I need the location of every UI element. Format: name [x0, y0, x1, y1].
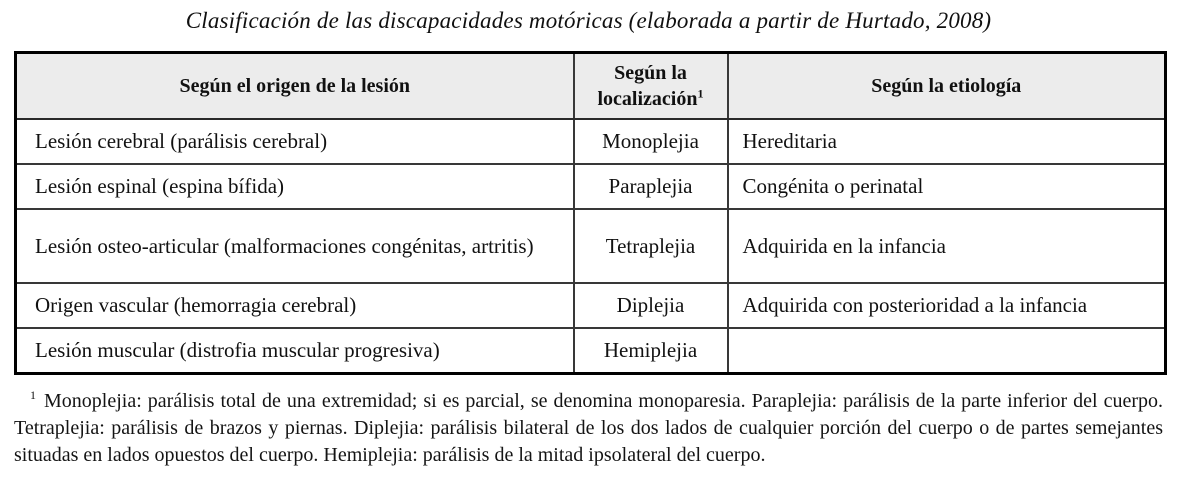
cell-localization: Diplejia: [572, 282, 729, 329]
header-localization-label: Según la localización: [597, 62, 698, 110]
table-caption: Clasificación de las discapacidades motó…: [185, 8, 992, 33]
table-header-row: Según el origen de la lesión Según la lo…: [14, 51, 1167, 120]
footnote: 1 Monoplejia: parálisis total de una extr…: [14, 388, 1163, 469]
footnote-reference-mark: 1: [697, 86, 704, 101]
cell-etiology: [726, 327, 1167, 375]
header-etiology: Según la etiología: [726, 51, 1167, 120]
cell-etiology: Congénita o perinatal: [726, 163, 1167, 210]
cell-localization: Tetraplejia: [572, 208, 729, 284]
cell-etiology: Adquirida en la infancia: [726, 208, 1167, 284]
cell-etiology: Adquirida con posterioridad a la infanci…: [726, 282, 1167, 329]
cell-origin: Lesión espinal (espina bífida): [14, 163, 575, 210]
cell-localization: Hemiplejia: [572, 327, 729, 375]
cell-origin: Lesión muscular (distrofia muscular prog…: [14, 327, 575, 375]
table-row: Lesión cerebral (parálisis cerebral) Mon…: [14, 118, 1167, 165]
cell-localization: Monoplejia: [572, 118, 729, 165]
header-etiology-label: Según la etiología: [871, 75, 1022, 97]
footnote-marker: 1: [30, 388, 36, 403]
header-origin: Según el origen de la lesión: [14, 51, 575, 120]
table-row: Lesión osteo-articular (malformaciones c…: [14, 208, 1167, 284]
cell-origin: Origen vascular (hemorragia cerebral): [14, 282, 575, 329]
footnote-text: Monoplejia: parálisis total de una extre…: [14, 390, 1163, 466]
table-row: Lesión espinal (espina bífida) Parapleji…: [14, 163, 1167, 210]
table-row: Lesión muscular (distrofia muscular prog…: [14, 327, 1167, 375]
cell-origin: Lesión osteo-articular (malformaciones c…: [14, 208, 575, 284]
header-origin-label: Según el origen de la lesión: [179, 75, 411, 97]
cell-localization: Paraplejia: [572, 163, 729, 210]
cell-etiology: Hereditaria: [726, 118, 1167, 165]
classification-table: Según el origen de la lesión Según la lo…: [14, 51, 1167, 375]
table-row: Origen vascular (hemorragia cerebral) Di…: [14, 282, 1167, 329]
cell-origin: Lesión cerebral (parálisis cerebral): [14, 118, 575, 165]
header-localization: Según la localización1: [572, 51, 729, 120]
